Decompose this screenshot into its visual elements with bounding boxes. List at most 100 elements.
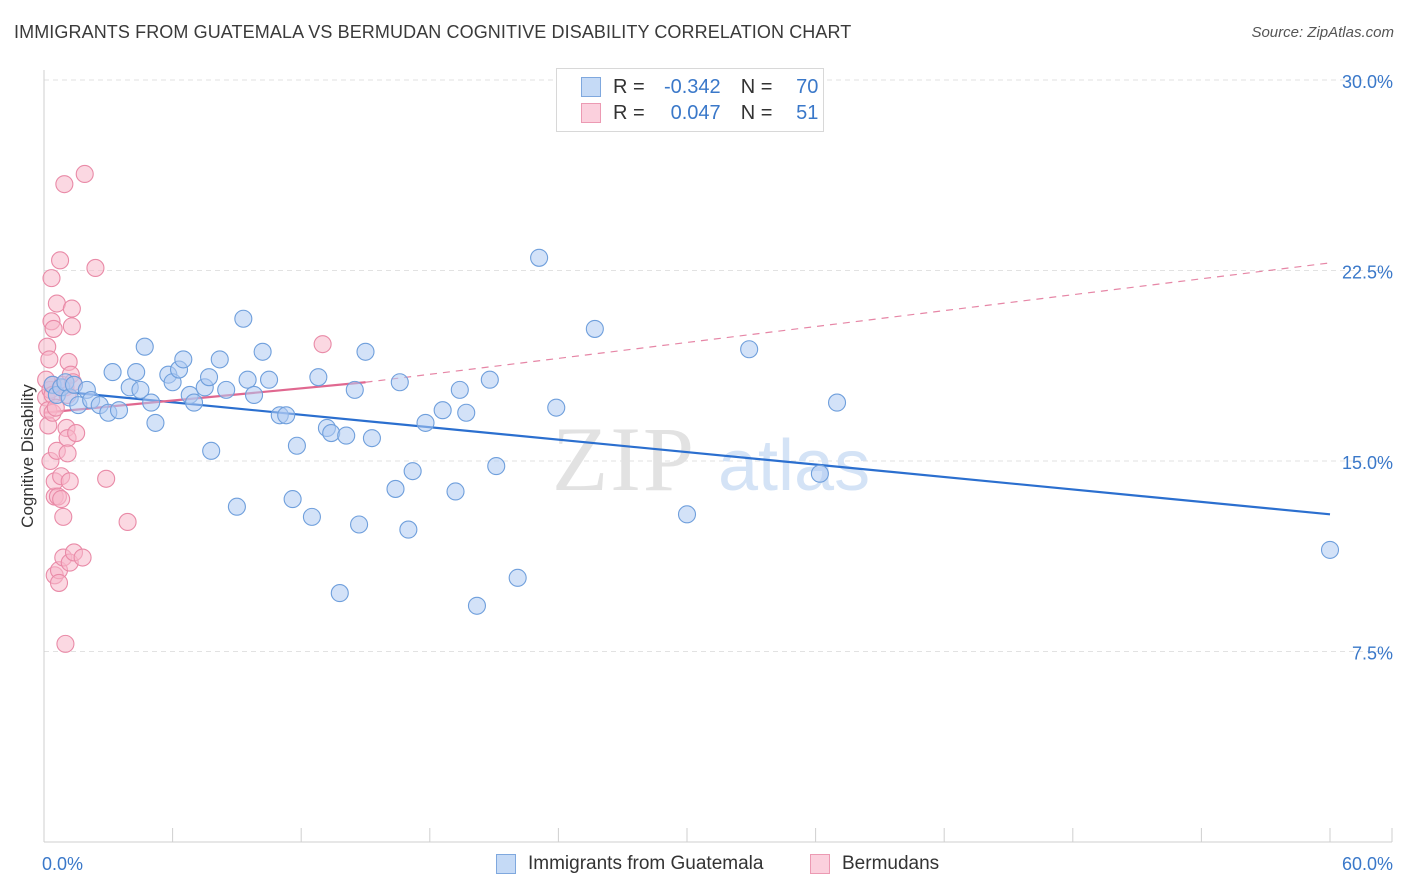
guatemala-point	[467, 596, 487, 615]
guatemala-point	[283, 490, 302, 509]
guatemala-point	[1320, 540, 1340, 559]
guatemala-point	[585, 319, 604, 338]
watermark-zip: ZIP	[552, 408, 696, 510]
guatemala-point	[127, 363, 146, 382]
guatemala-point	[446, 482, 465, 501]
guatemala-point	[345, 380, 364, 399]
y-tick-label: 22.5%	[1342, 263, 1393, 283]
guatemala-point	[547, 398, 566, 417]
guatemala-point	[508, 568, 527, 587]
guatemala-point	[450, 380, 469, 399]
bermudan-point	[75, 164, 94, 184]
guatemala-point	[386, 479, 405, 498]
tick-label-layer: 7.5% 15.0% 22.5% 30.0% 0.0% 60.0%	[42, 72, 1393, 874]
bermudan-trend-extension	[365, 262, 1331, 383]
guatemala-point	[277, 406, 296, 425]
guatemala-point	[199, 368, 219, 387]
points-layer	[37, 164, 1340, 653]
guatemala-point	[309, 368, 328, 387]
bermudan-point	[56, 634, 75, 653]
bermudan-point	[62, 317, 81, 336]
x-tick-label: 0.0%	[42, 854, 83, 874]
bermudan-point	[118, 512, 137, 532]
guatemala-point	[227, 497, 246, 516]
x-tick-label: 60.0%	[1342, 854, 1393, 874]
bermudan-point	[55, 175, 74, 194]
y-tick-label: 30.0%	[1342, 72, 1393, 92]
bermudan-point	[67, 424, 86, 443]
guatemala-point	[142, 393, 161, 412]
guatemala-point	[810, 464, 829, 483]
legend-r-label: R =	[613, 75, 645, 98]
bermudan-point	[51, 251, 70, 270]
legend-r-value: -0.342	[663, 75, 721, 98]
bermudan-point	[58, 444, 77, 463]
bottom-legend-swatch-pink	[810, 854, 830, 874]
guatemala-point	[217, 380, 236, 399]
guatemala-point	[457, 403, 476, 422]
legend-n-value: 70	[796, 75, 819, 98]
guatemala-point	[174, 350, 193, 369]
grid-layer	[44, 79, 1392, 652]
bottom-legend-swatch-blue	[496, 854, 516, 874]
guatemala-point	[103, 363, 122, 382]
guatemala-point	[356, 342, 375, 361]
legend-row-bermudans: R = 0.047 N = 51	[581, 101, 818, 125]
bermudan-point	[44, 319, 63, 338]
y-tick-label: 15.0%	[1342, 453, 1393, 473]
guatemala-point	[131, 380, 150, 399]
y-tick-label: 7.5%	[1352, 644, 1393, 664]
bermudan-point	[97, 469, 116, 488]
guatemala-point	[480, 370, 499, 389]
bermudan-point	[86, 258, 105, 278]
guatemala-point	[362, 429, 381, 448]
guatemala-point	[234, 309, 253, 328]
legend-r-value: 0.047	[670, 101, 721, 124]
guatemala-point	[416, 413, 435, 432]
bermudan-point	[62, 299, 81, 318]
guatemala-point	[337, 426, 356, 445]
guatemala-point	[322, 424, 341, 443]
legend-swatch-blue	[581, 77, 601, 97]
legend-n-label: N =	[740, 75, 773, 98]
bottom-legend-label: Immigrants from Guatemala	[528, 853, 764, 874]
bermudan-point	[47, 294, 66, 313]
legend-swatch-pink	[581, 103, 601, 123]
chart-source: Source: ZipAtlas.com	[1251, 24, 1394, 41]
legend-n-value: 51	[796, 101, 819, 124]
bermudan-point	[52, 490, 71, 509]
guatemala-point	[677, 505, 697, 524]
guatemala-point	[403, 462, 422, 481]
guatemala-point	[210, 350, 229, 369]
legend-row-guatemala: R = -0.342 N = 70	[581, 75, 818, 99]
bottom-legend-guatemala: Immigrants from Guatemala	[496, 852, 763, 876]
bottom-legend-bermudans: Bermudans	[810, 852, 939, 876]
bermudan-point	[40, 350, 59, 369]
guatemala-point	[184, 393, 204, 412]
guatemala-point	[350, 515, 369, 534]
guatemala-point	[202, 441, 221, 460]
legend-r-label: R =	[613, 101, 645, 124]
guatemala-point	[390, 373, 409, 392]
watermark: ZIP atlas	[552, 408, 870, 510]
guatemala-point	[530, 248, 549, 267]
bottom-legend-label: Bermudans	[842, 853, 940, 874]
guatemala-point	[244, 385, 264, 405]
guatemala-point	[433, 401, 452, 420]
watermark-atlas: atlas	[718, 426, 870, 506]
bermudan-point	[49, 573, 69, 592]
bermudan-point	[42, 269, 61, 288]
guatemala-point	[487, 457, 506, 476]
guatemala-point	[259, 370, 279, 389]
guatemala-point	[330, 584, 349, 603]
guatemala-point	[740, 340, 759, 359]
guatemala-point	[238, 370, 257, 389]
bermudan-point	[73, 548, 92, 567]
legend-n-label: N =	[740, 101, 773, 124]
guatemala-point	[253, 342, 272, 361]
guatemala-point	[109, 401, 129, 420]
bermudan-point	[54, 507, 73, 526]
guatemala-point	[827, 393, 847, 412]
guatemala-point	[302, 507, 321, 526]
bermudan-point	[60, 472, 79, 491]
